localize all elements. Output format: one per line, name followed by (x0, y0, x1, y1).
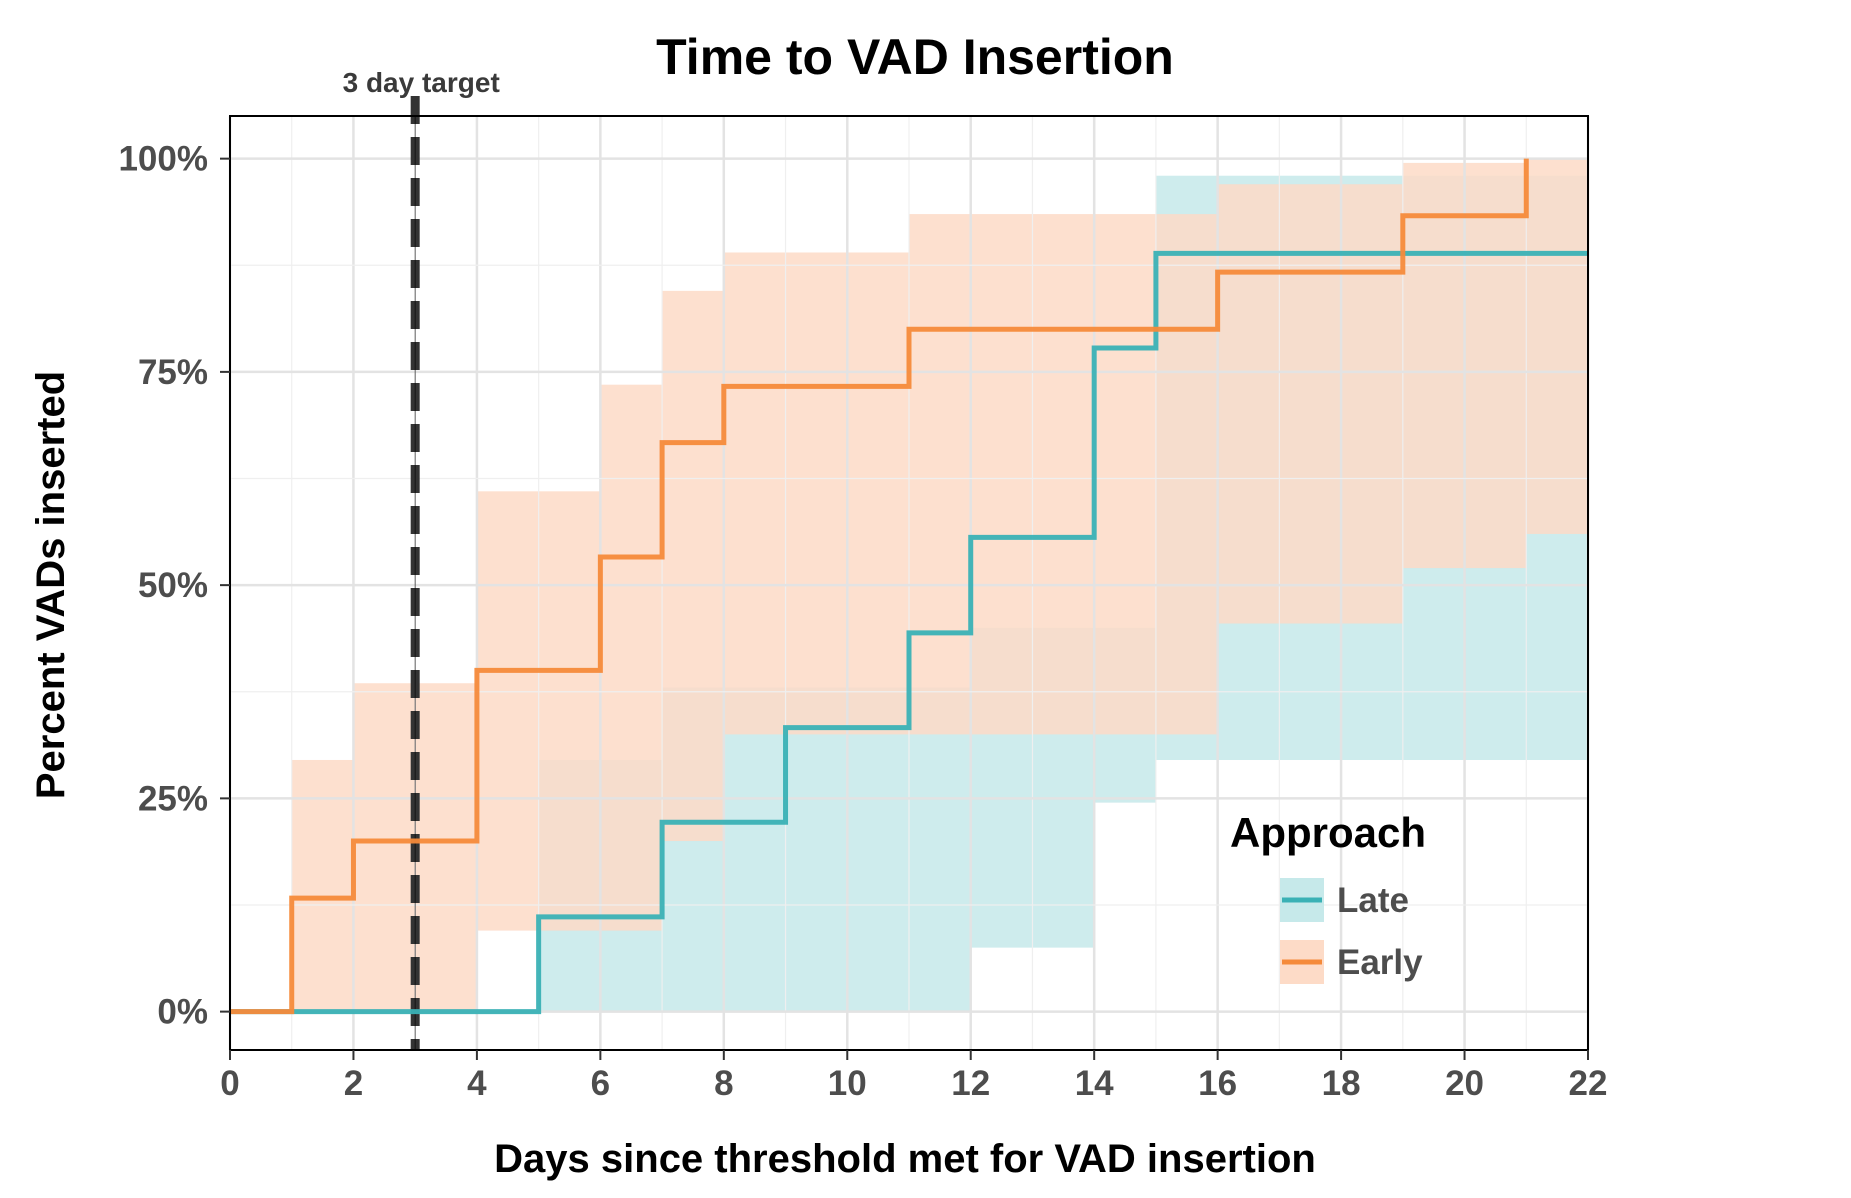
series-line-early (230, 158, 1529, 1015)
band-segment (723, 252, 909, 735)
band-segment (1526, 158, 1588, 534)
x-tick-label: 14 (1075, 1064, 1114, 1103)
legend-label-early: Early (1337, 943, 1423, 982)
target-label: 3 day target (343, 67, 500, 98)
y-tick-label: 25% (138, 779, 208, 818)
axes: 0 2 4 6 8 10 12 14 16 18 20 22 0% 25% 50% 75% 100% (118, 140, 1607, 1103)
chart-title: Time to VAD Insertion (656, 29, 1174, 85)
y-axis-label: Percent VADs inserted (29, 371, 73, 799)
y-tick-label: 0% (157, 993, 208, 1032)
target-annotation: 3 day target (343, 67, 500, 1050)
x-tick-label: 12 (951, 1064, 990, 1103)
series-lines (230, 158, 1588, 1015)
plot-border (229, 115, 1589, 1051)
legend-label-late: Late (1337, 881, 1409, 920)
series-line-late (230, 250, 1588, 1015)
band-segment (1217, 184, 1403, 624)
x-axis-label: Days since threshold met for VAD inserti… (494, 1137, 1316, 1181)
x-tick-label: 4 (467, 1064, 487, 1103)
x-tick-label: 10 (828, 1064, 867, 1103)
legend-title: Approach (1230, 809, 1426, 856)
y-tick-label: 75% (138, 353, 208, 392)
x-tick-label: 2 (344, 1064, 363, 1103)
band-segment (662, 290, 724, 842)
band-segment (291, 759, 354, 1012)
legend: Approach Late Early (1230, 809, 1426, 984)
x-tick-label: 8 (714, 1064, 733, 1103)
x-tick-label: 20 (1445, 1064, 1484, 1103)
band-segment (909, 687, 971, 1012)
y-tick-label: 50% (138, 566, 208, 605)
x-tick-label: 16 (1198, 1064, 1237, 1103)
x-tick-label: 22 (1569, 1064, 1608, 1103)
band-segment (600, 384, 663, 931)
x-tick-label: 18 (1322, 1064, 1361, 1103)
x-tick-label: 6 (591, 1064, 610, 1103)
band-segment (1155, 214, 1218, 735)
x-tick-label: 0 (220, 1064, 239, 1103)
y-tick-label: 100% (118, 140, 208, 179)
